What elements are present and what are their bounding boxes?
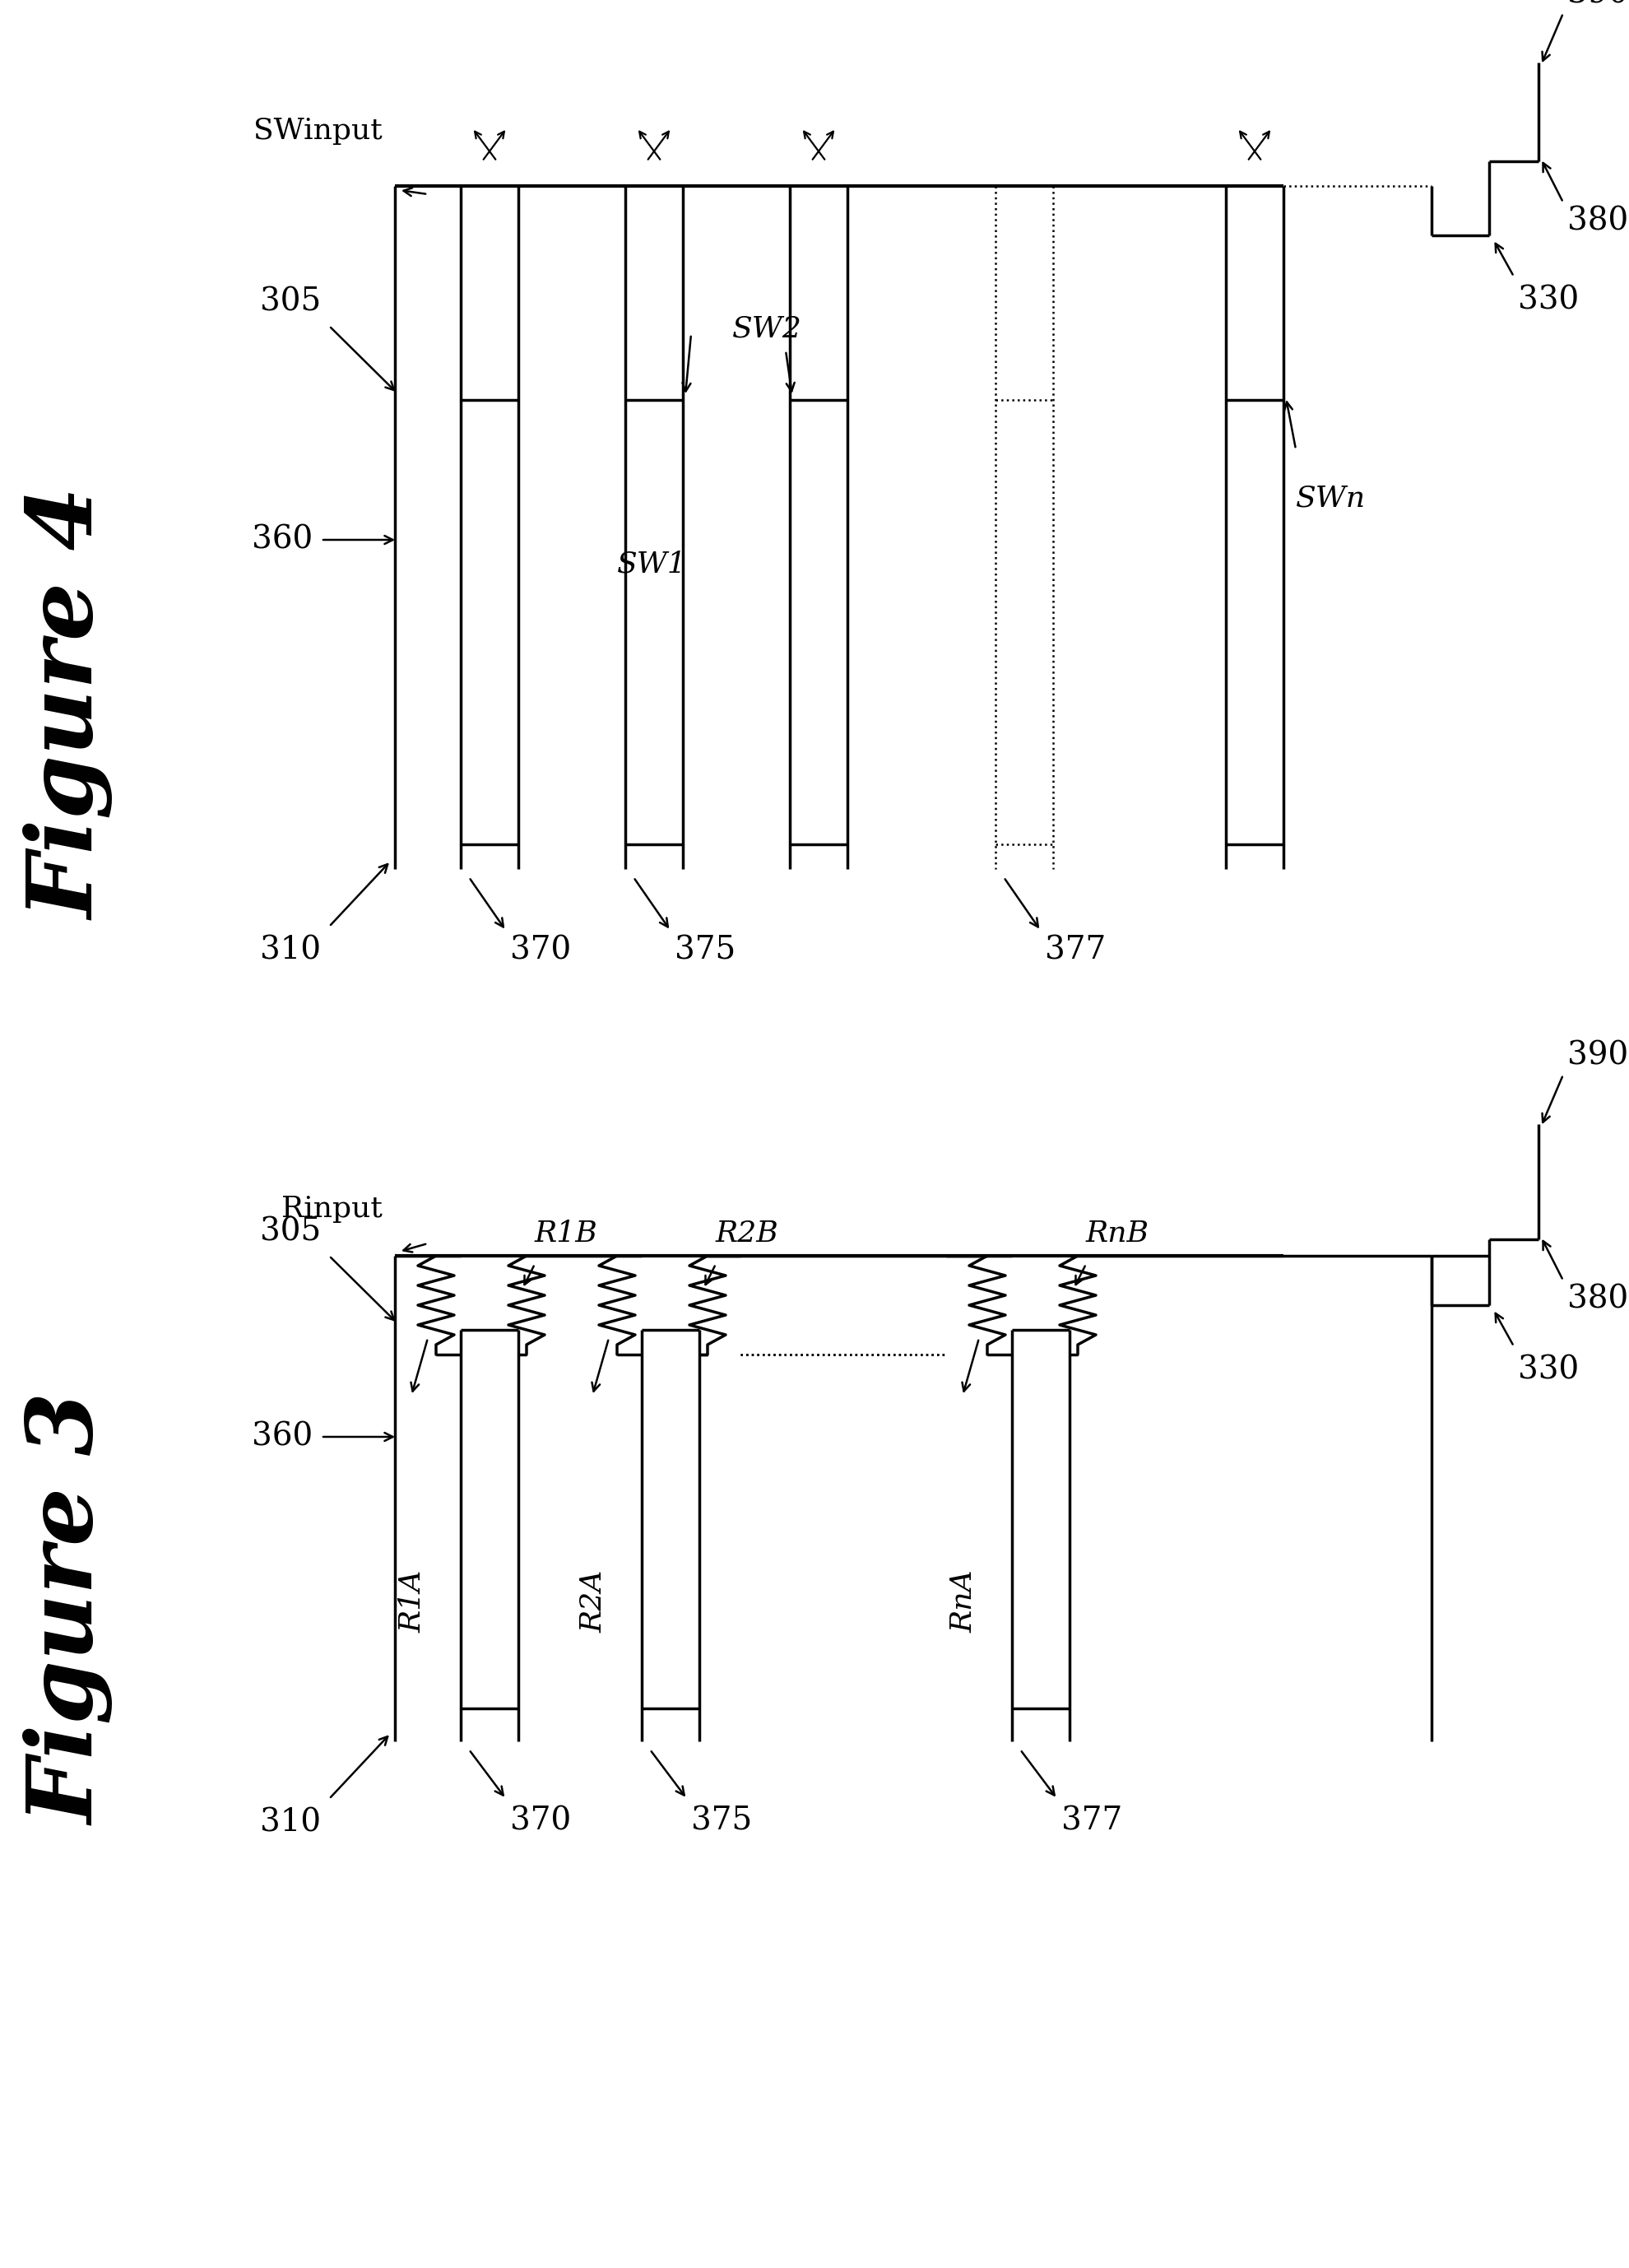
Text: Figure 3: Figure 3	[24, 1393, 114, 1826]
Text: 310: 310	[261, 934, 321, 966]
Text: 370: 370	[510, 1805, 572, 1837]
Text: R1B: R1B	[534, 1220, 598, 1247]
Text: Figure 4: Figure 4	[24, 488, 114, 921]
Text: 310: 310	[261, 1808, 321, 1837]
Text: 375: 375	[674, 934, 736, 966]
Text: RnB: RnB	[1087, 1220, 1150, 1247]
Text: SWn: SWn	[1295, 485, 1365, 513]
Text: SW2: SW2	[731, 315, 801, 342]
Text: SW1: SW1	[617, 551, 687, 578]
Text: 305: 305	[259, 288, 321, 318]
Text: 380: 380	[1567, 206, 1629, 236]
Text: 377: 377	[1044, 934, 1106, 966]
Text: 305: 305	[259, 1218, 321, 1247]
Text: 390: 390	[1567, 1041, 1629, 1070]
Text: 360: 360	[251, 524, 313, 556]
Text: 330: 330	[1518, 1354, 1579, 1386]
Text: 375: 375	[691, 1805, 753, 1837]
Text: 360: 360	[251, 1422, 313, 1452]
Text: R1A: R1A	[399, 1569, 427, 1633]
Text: 370: 370	[510, 934, 572, 966]
Text: Rinput: Rinput	[282, 1195, 383, 1222]
Text: 390: 390	[1567, 0, 1629, 9]
Text: RnA: RnA	[950, 1569, 979, 1633]
Text: SWinput: SWinput	[254, 118, 383, 145]
Text: 330: 330	[1518, 286, 1579, 315]
Text: R2B: R2B	[715, 1220, 779, 1247]
Text: 377: 377	[1062, 1805, 1122, 1837]
Text: R2A: R2A	[580, 1569, 608, 1633]
Text: 380: 380	[1567, 1284, 1629, 1315]
